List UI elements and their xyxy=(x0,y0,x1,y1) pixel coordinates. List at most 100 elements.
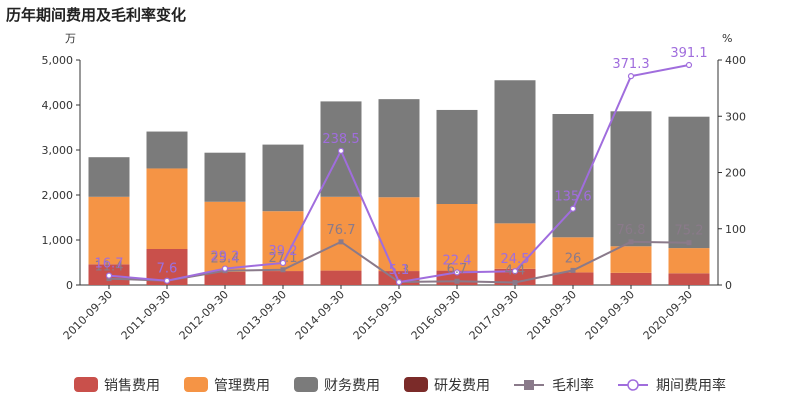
line-point xyxy=(686,240,692,246)
x-tick-label: 2020-09-30 xyxy=(641,288,695,342)
left-tick-label: 4,000 xyxy=(42,99,74,112)
line-point xyxy=(338,239,344,245)
line-point xyxy=(454,278,460,284)
chart-title: 历年期间费用及毛利率变化 xyxy=(6,6,186,24)
bar-segment xyxy=(320,270,362,285)
line-point xyxy=(395,279,403,286)
bar-segment xyxy=(668,116,710,249)
left-tick-label: 3,000 xyxy=(42,144,74,157)
left-axis-unit: 万 xyxy=(65,32,76,45)
data-label: 24.5 xyxy=(501,252,530,267)
line-point xyxy=(685,61,693,69)
line-point xyxy=(512,280,518,286)
right-tick-label: 200 xyxy=(725,167,746,180)
bar-segment xyxy=(668,248,710,274)
right-tick-label: 0 xyxy=(725,279,732,292)
line-point xyxy=(570,267,576,273)
legend-marker xyxy=(524,380,534,390)
right-tick-label: 100 xyxy=(725,223,746,236)
x-tick-label: 2017-09-30 xyxy=(467,288,521,342)
data-label: 6.7 xyxy=(447,262,468,277)
bar-segment xyxy=(436,109,478,204)
data-label: 7.6 xyxy=(157,262,178,277)
legend-item: 销售费用 xyxy=(74,377,160,394)
bar-segment xyxy=(668,273,710,285)
data-label: 16.7 xyxy=(95,257,124,272)
bar-segment xyxy=(204,201,246,272)
data-label: 25.4 xyxy=(211,252,240,267)
legend-label: 期间费用率 xyxy=(656,377,726,394)
data-label: 26 xyxy=(565,251,582,266)
legend-label: 毛利率 xyxy=(552,377,594,394)
data-label: 76.8 xyxy=(617,223,646,238)
bar-segment xyxy=(378,99,420,198)
left-tick-label: 5,000 xyxy=(42,54,74,67)
right-tick-label: 400 xyxy=(725,54,746,67)
x-tick-label: 2012-09-30 xyxy=(177,288,231,342)
data-label: 39.2 xyxy=(269,244,298,259)
left-tick-label: 1,000 xyxy=(42,234,74,247)
legend: 销售费用 管理费用 财务费用 研发费用 毛利率 期间费用率 xyxy=(74,377,726,394)
bar-segment xyxy=(88,196,130,265)
line-point xyxy=(279,259,287,267)
data-label: 7.6 xyxy=(157,262,178,277)
x-tick-label: 2013-09-30 xyxy=(235,288,289,342)
data-label: 5.1 xyxy=(389,263,410,278)
legend-item: 研发费用 xyxy=(404,377,490,394)
data-label: 391.1 xyxy=(670,46,707,61)
bar-segment xyxy=(494,80,536,224)
legend-swatch xyxy=(404,377,428,392)
data-label: 5.3 xyxy=(389,263,410,278)
data-label: 4.4 xyxy=(505,264,526,279)
x-tick-label: 2018-09-30 xyxy=(525,288,579,342)
x-tick-label: 2011-09-30 xyxy=(119,288,173,342)
bar-segment xyxy=(494,223,536,269)
line-point xyxy=(511,268,519,275)
x-tick-label: 2016-09-30 xyxy=(409,288,463,342)
line-point xyxy=(337,147,345,154)
legend-marker xyxy=(627,379,639,391)
bar-segment xyxy=(552,272,594,285)
bar-segment xyxy=(204,271,246,285)
data-label: 22.4 xyxy=(443,253,472,268)
line-point xyxy=(453,269,461,276)
bar-segment xyxy=(146,168,188,249)
bar-segment xyxy=(552,237,594,273)
left-tick-label: 2,000 xyxy=(42,189,74,202)
data-label: 27.1 xyxy=(269,251,298,266)
data-labels: 11.4 7.6 25.4 27.1 76.7 5.3 6.7 4.4 26 76.8 75.2 16… xyxy=(95,46,708,279)
bar-segment xyxy=(88,157,130,197)
lines xyxy=(105,61,693,286)
bar-segment xyxy=(204,152,246,202)
left-tick-label: 0 xyxy=(66,279,73,292)
data-label: 371.3 xyxy=(612,57,649,72)
line-point xyxy=(569,205,577,212)
line-point xyxy=(163,277,171,284)
legend-label: 研发费用 xyxy=(434,378,490,394)
legend-item: 财务费用 xyxy=(294,377,380,394)
bar-segment xyxy=(436,204,478,271)
legend-swatch xyxy=(74,377,98,392)
legend-swatch xyxy=(294,377,318,392)
data-label: 29.2 xyxy=(211,250,240,265)
x-tick-label: 2015-09-30 xyxy=(351,288,405,342)
data-label: 135.6 xyxy=(554,190,591,205)
data-label: 238.5 xyxy=(322,132,359,147)
legend-item: 期间费用率 xyxy=(618,377,726,394)
legend-swatch xyxy=(184,377,208,392)
legend-label: 管理费用 xyxy=(214,378,270,394)
line-point xyxy=(628,239,634,245)
x-tick-label: 2010-09-30 xyxy=(61,288,115,342)
data-label: 11.4 xyxy=(95,260,124,275)
line-point xyxy=(221,265,229,272)
bar-segment xyxy=(146,131,188,169)
bar-segment xyxy=(262,144,304,212)
right-tick-label: 300 xyxy=(725,110,746,123)
bar-segment xyxy=(320,196,362,271)
bar-segment xyxy=(610,246,652,273)
bar-segment xyxy=(610,272,652,285)
data-label: 76.7 xyxy=(327,223,356,238)
legend-item: 管理费用 xyxy=(184,377,270,394)
legend-label: 销售费用 xyxy=(104,378,160,394)
legend-item: 毛利率 xyxy=(514,377,594,394)
